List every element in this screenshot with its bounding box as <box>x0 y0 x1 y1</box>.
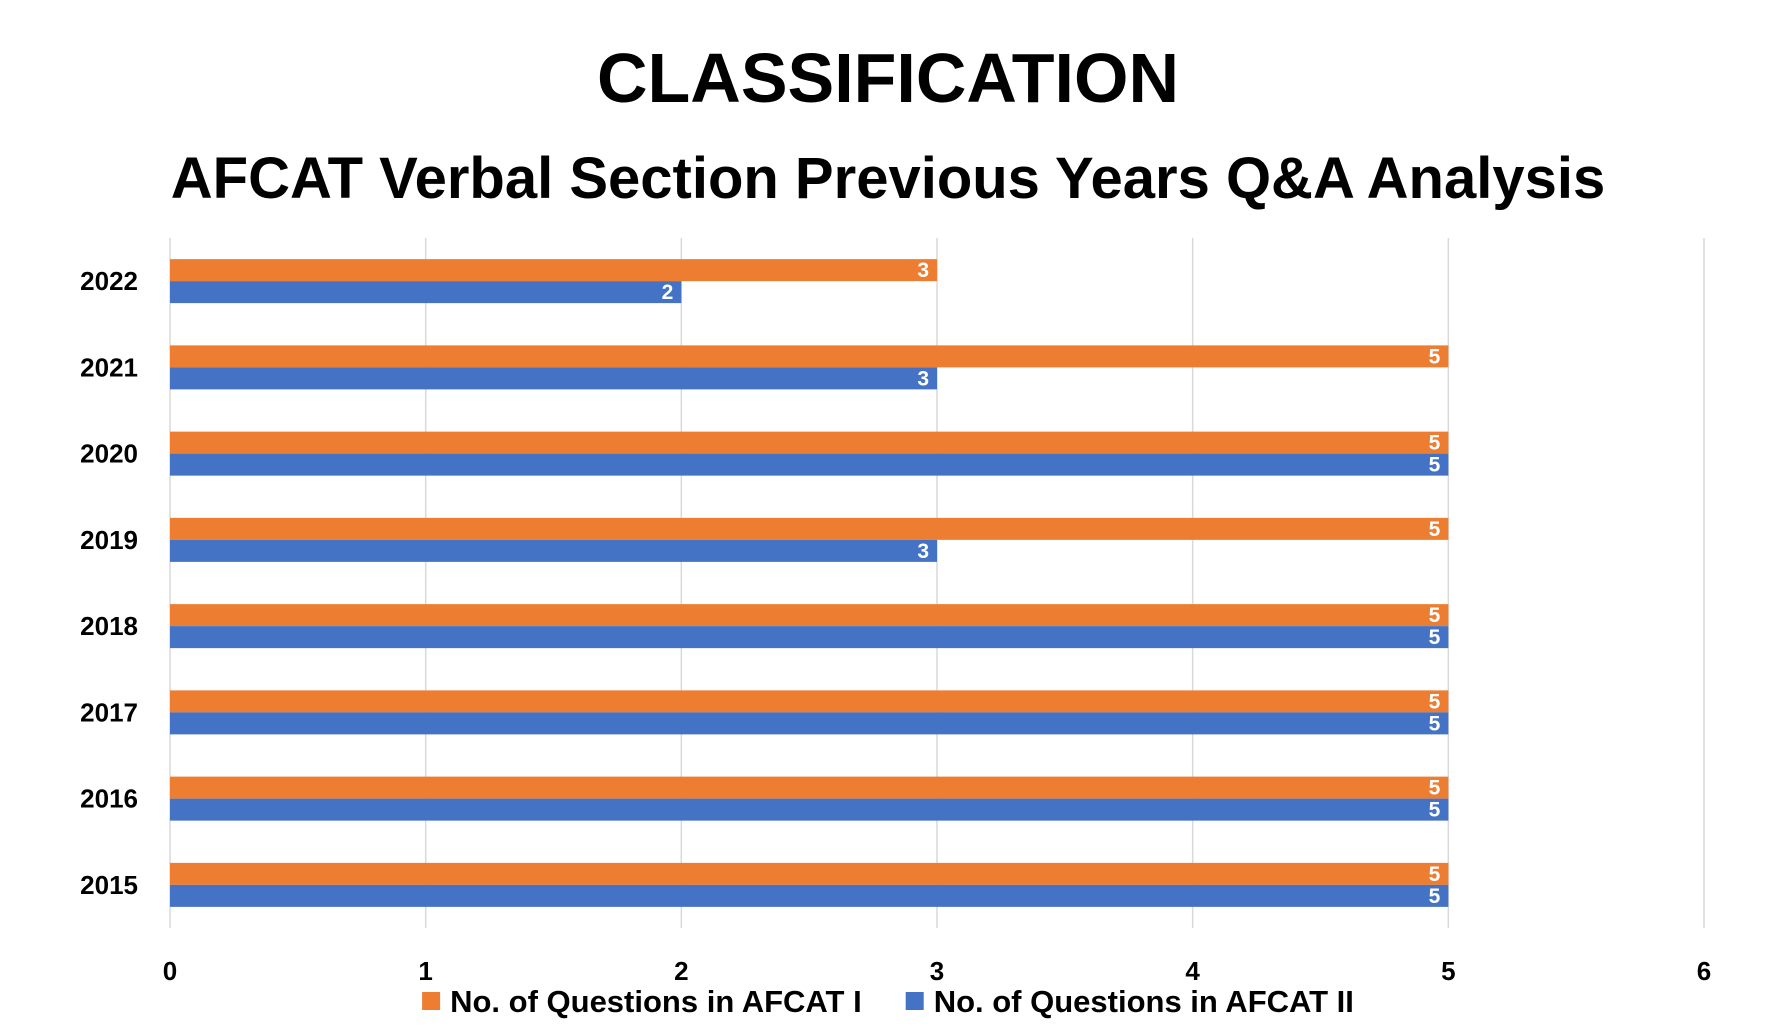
chart-title: CLASSIFICATION <box>597 39 1179 117</box>
data-label: 5 <box>1429 432 1441 455</box>
data-label: 5 <box>1429 777 1441 800</box>
legend-item-2: No. of Questions in AFCAT II <box>905 984 1354 1019</box>
bar-2020-series-1 <box>170 431 1449 454</box>
y-tick-label: 2017 <box>80 697 138 727</box>
y-tick-label: 2018 <box>80 611 138 641</box>
x-tick-label: 6 <box>1697 956 1711 986</box>
bar-2018-series-1 <box>170 604 1449 627</box>
legend-item-1: No. of Questions in AFCAT I <box>422 984 862 1019</box>
bar-2016-series-1 <box>170 776 1449 799</box>
y-tick-label: 2016 <box>80 784 138 814</box>
data-label: 3 <box>917 367 929 390</box>
y-axis: 2022 2021 2020 2019 2018 2017 2016 2015 <box>80 266 138 900</box>
y-tick-label: 2021 <box>80 352 138 382</box>
bar-2016-series-2 <box>170 798 1449 821</box>
data-label: 5 <box>1429 345 1441 368</box>
legend-swatch <box>422 992 441 1010</box>
legend-label: No. of Questions in AFCAT II <box>934 984 1354 1019</box>
bar-2022-series-2 <box>170 281 682 304</box>
data-label: 5 <box>1429 690 1441 713</box>
data-label: 5 <box>1429 454 1441 477</box>
x-tick-label: 2 <box>674 956 688 986</box>
data-label: 5 <box>1429 712 1441 735</box>
bar-2021-series-2 <box>170 367 937 390</box>
bar-2020-series-2 <box>170 453 1449 476</box>
y-tick-label: 2019 <box>80 525 138 555</box>
x-tick-label: 1 <box>418 956 432 986</box>
bar-2017-series-1 <box>170 690 1449 713</box>
data-label: 2 <box>662 281 674 304</box>
data-label: 3 <box>917 259 929 282</box>
data-label: 5 <box>1429 885 1441 908</box>
legend-label: No. of Questions in AFCAT I <box>450 984 862 1019</box>
bar-2018-series-2 <box>170 626 1449 649</box>
data-label: 5 <box>1429 604 1441 627</box>
bars <box>170 259 1449 907</box>
bar-2022-series-1 <box>170 259 937 282</box>
x-tick-label: 3 <box>930 956 944 986</box>
x-tick-label: 4 <box>1185 956 1200 986</box>
bar-2015-series-2 <box>170 884 1449 907</box>
legend-swatch <box>905 992 924 1010</box>
x-tick-label: 5 <box>1441 956 1455 986</box>
bar-2015-series-1 <box>170 862 1449 885</box>
data-label: 5 <box>1429 799 1441 822</box>
x-axis: 0 1 2 3 4 5 6 <box>163 956 1711 986</box>
gridlines <box>169 238 1705 928</box>
bar-2017-series-2 <box>170 712 1449 735</box>
data-label: 3 <box>917 540 929 563</box>
bar-2019-series-1 <box>170 517 1449 540</box>
chart-subtitle: AFCAT Verbal Section Previous Years Q&A … <box>171 146 1605 211</box>
y-tick-label: 2022 <box>80 266 138 296</box>
data-label: 5 <box>1429 626 1441 649</box>
y-tick-label: 2015 <box>80 870 138 900</box>
x-tick-label: 0 <box>163 956 177 986</box>
bar-2019-series-2 <box>170 539 937 562</box>
data-label: 5 <box>1429 518 1441 541</box>
data-label: 5 <box>1429 863 1441 886</box>
y-tick-label: 2020 <box>80 439 138 469</box>
legend: No. of Questions in AFCAT I No. of Questi… <box>422 984 1354 1019</box>
bar-2021-series-1 <box>170 345 1449 368</box>
